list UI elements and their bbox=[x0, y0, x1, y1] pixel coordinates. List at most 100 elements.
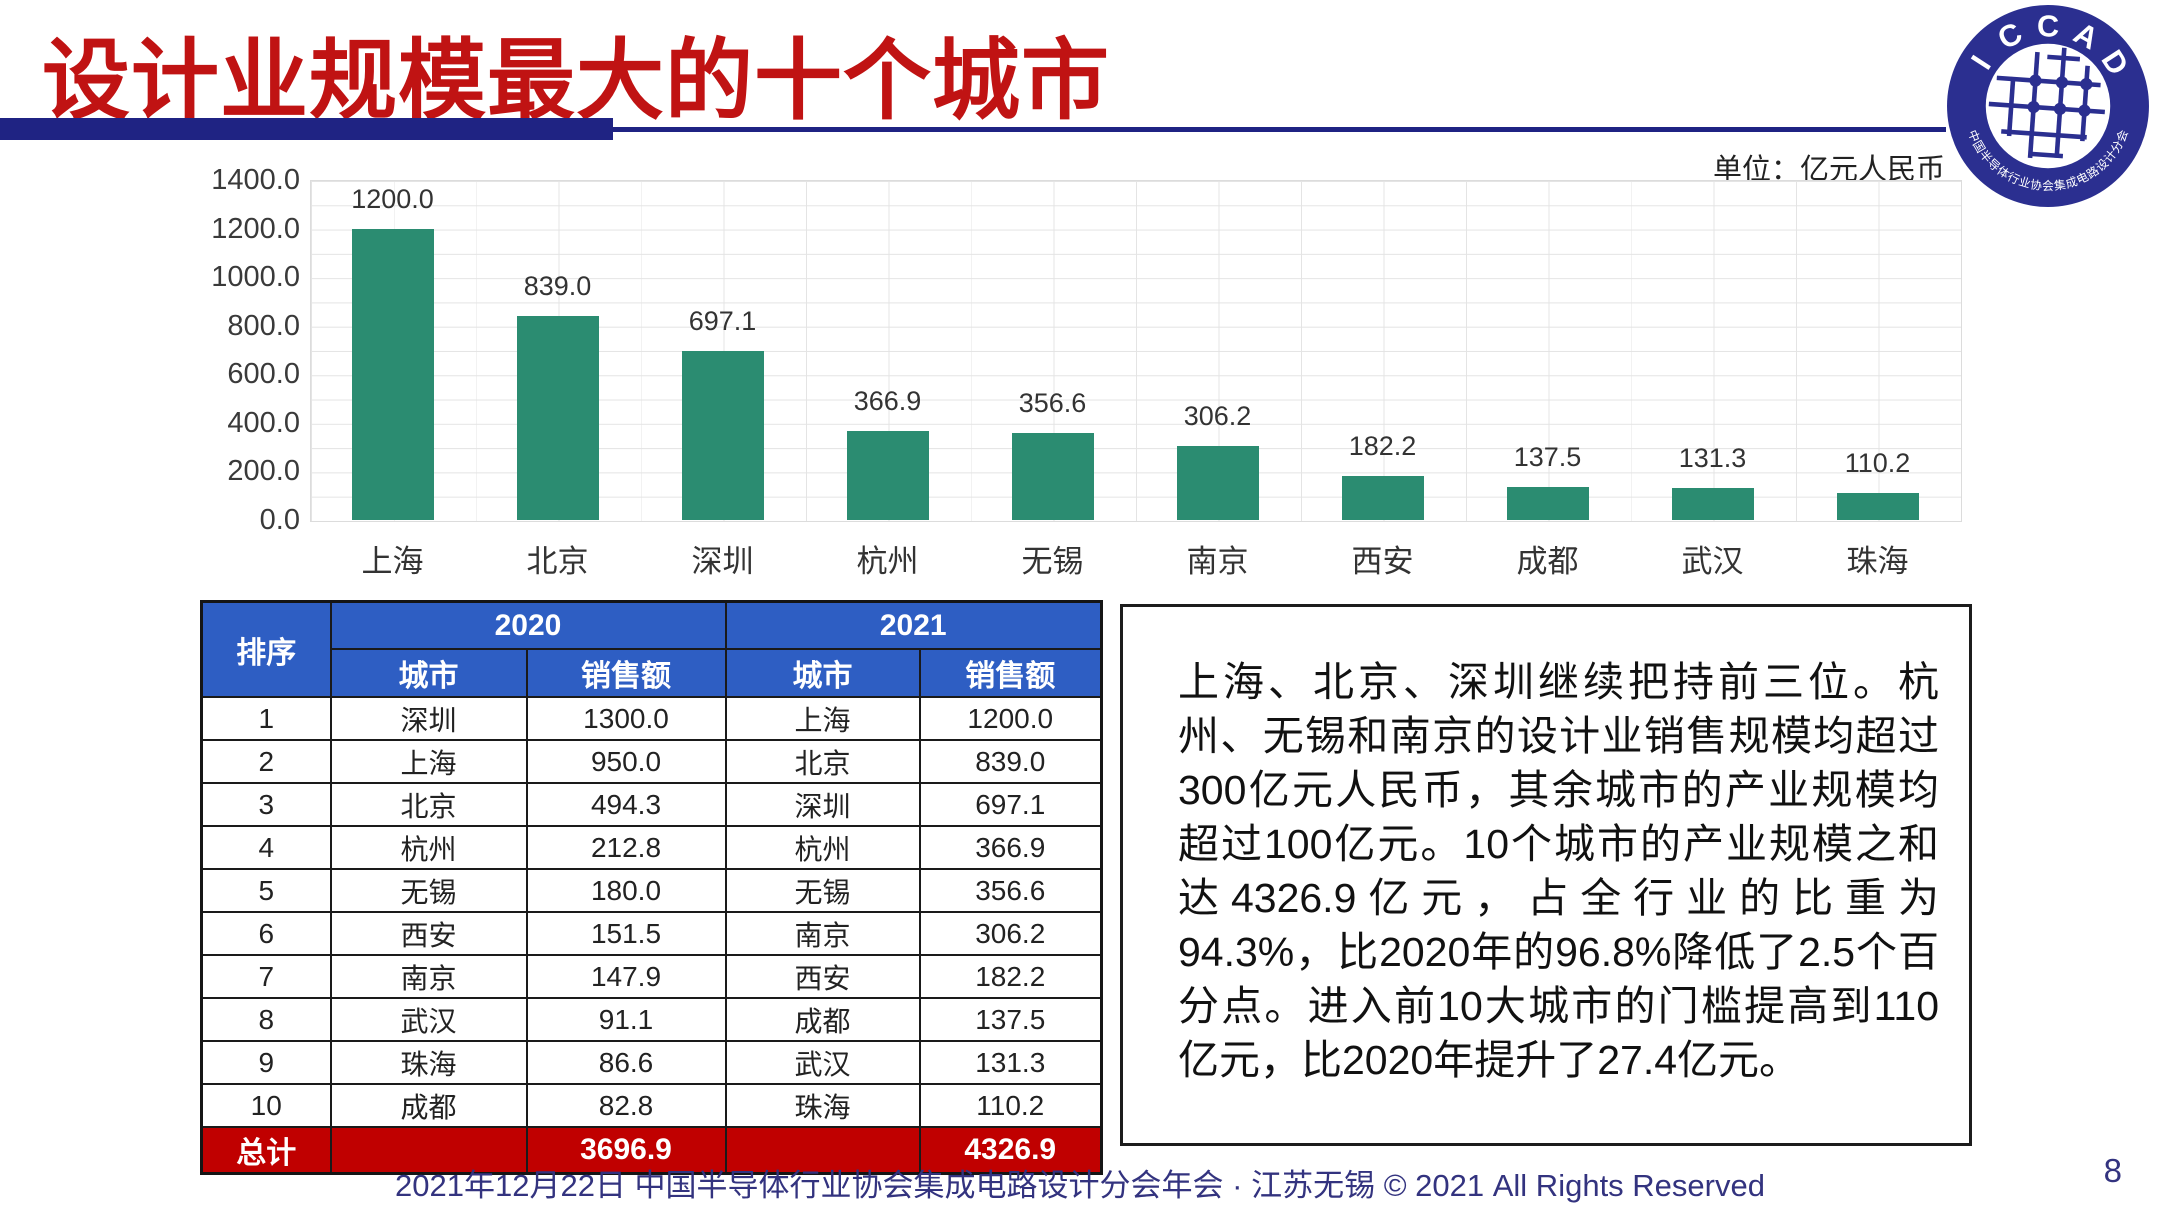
table-cell: 珠海 bbox=[329, 1040, 528, 1085]
table-cell: 1200.0 bbox=[918, 696, 1103, 741]
table-cell: 366.9 bbox=[918, 825, 1103, 870]
bar-上海 bbox=[351, 228, 434, 520]
table-cell: 306.2 bbox=[918, 911, 1103, 956]
table-cell: 无锡 bbox=[329, 868, 528, 913]
table-cell bbox=[329, 1126, 528, 1175]
table-row: 6 西安 151.5 南京 306.2 bbox=[200, 911, 1103, 956]
table-cell: 4 bbox=[200, 825, 332, 870]
svg-text:中: 中 bbox=[1965, 128, 1982, 144]
table-cell: 2 bbox=[200, 739, 332, 784]
table-cell: 110.2 bbox=[918, 1083, 1103, 1128]
bar-value-label: 306.2 bbox=[1183, 400, 1252, 431]
bar-珠海 bbox=[1836, 493, 1919, 520]
title-divider-line bbox=[0, 127, 1946, 132]
y-axis-tick: 0.0 bbox=[259, 504, 300, 536]
ranking-table: 排序 2020 2021 城市 销售额 城市 销售额 1 深圳 1300.0 上海 12… bbox=[200, 600, 1103, 1175]
col-header-city-2020: 城市 bbox=[329, 648, 528, 698]
svg-text:会: 会 bbox=[2114, 128, 2131, 144]
table-cell: 杭州 bbox=[329, 825, 528, 870]
analysis-box: 上海、北京、深圳继续把持前三位。杭州、无锡和南京的设计业销售规模均超过300亿元… bbox=[1120, 604, 1972, 1146]
logo-bottom-arc-text: 中国半导体行业协会集成电路设计分会 bbox=[1965, 128, 2131, 193]
table-cell: 1 bbox=[200, 696, 332, 741]
bar-group-杭州: 366.9 bbox=[805, 180, 970, 520]
logo-ic-grid-dots bbox=[2027, 74, 2093, 117]
table-cell: 180.0 bbox=[525, 868, 727, 913]
x-axis-label-上海: 上海 bbox=[361, 544, 424, 579]
table-cell: 总计 bbox=[200, 1126, 332, 1175]
table-cell: 3696.9 bbox=[525, 1126, 727, 1175]
x-axis-label-武汉: 武汉 bbox=[1681, 544, 1744, 579]
bar-北京 bbox=[516, 316, 599, 520]
table-row: 1 深圳 1300.0 上海 1200.0 bbox=[200, 696, 1103, 741]
col-header-city-2021: 城市 bbox=[724, 648, 921, 698]
table-cell: 137.5 bbox=[918, 997, 1103, 1042]
table-cell: 北京 bbox=[329, 782, 528, 827]
svg-text:集: 集 bbox=[2053, 177, 2067, 193]
table-cell: 上海 bbox=[329, 739, 528, 784]
footer-text: 2021年12月22日 中国半导体行业协会集成电路设计分会年会 · 江苏无锡 ©… bbox=[395, 1168, 1765, 1203]
table-cell: 无锡 bbox=[724, 868, 921, 913]
bar-group-北京: 839.0 bbox=[475, 180, 640, 520]
svg-text:电: 电 bbox=[2075, 170, 2091, 187]
table-cell: 5 bbox=[200, 868, 332, 913]
table-cell: 武汉 bbox=[329, 997, 528, 1042]
bar-chart-bars: 1200.0 839.0 697.1 366.9 356.6 306.2 182.2 137.… bbox=[310, 180, 1960, 520]
bar-group-无锡: 356.6 bbox=[970, 180, 1135, 520]
table-cell: 深圳 bbox=[329, 696, 528, 741]
x-axis-label-杭州: 杭州 bbox=[856, 544, 919, 579]
table-cell: 6 bbox=[200, 911, 332, 956]
table-cell: 3 bbox=[200, 782, 332, 827]
table-row: 9 珠海 86.6 武汉 131.3 bbox=[200, 1040, 1103, 1085]
table-cell: 131.3 bbox=[918, 1040, 1103, 1085]
table-cell: 深圳 bbox=[724, 782, 921, 827]
bar-group-珠海: 110.2 bbox=[1795, 180, 1960, 520]
table-cell: 7 bbox=[200, 954, 332, 999]
table-cell: 182.2 bbox=[918, 954, 1103, 999]
col-header-sales-2021: 销售额 bbox=[918, 648, 1103, 698]
table-cell: 8 bbox=[200, 997, 332, 1042]
table-cell: 151.5 bbox=[525, 911, 727, 956]
svg-text:C: C bbox=[2037, 9, 2059, 43]
x-axis-label-无锡: 无锡 bbox=[1021, 544, 1084, 579]
slide-title: 设计业规模最大的十个城市 bbox=[42, 31, 1111, 130]
y-axis-tick: 1400.0 bbox=[211, 164, 300, 196]
bar-group-成都: 137.5 bbox=[1465, 180, 1630, 520]
col-header-2021: 2021 bbox=[724, 600, 1103, 650]
svg-text:行: 行 bbox=[2005, 170, 2021, 187]
svg-text:协: 协 bbox=[2029, 177, 2043, 193]
bar-深圳 bbox=[681, 350, 764, 520]
x-axis-label-珠海: 珠海 bbox=[1846, 544, 1909, 579]
bar-value-label: 131.3 bbox=[1678, 443, 1747, 474]
bar-武汉 bbox=[1671, 488, 1754, 520]
table-cell: 356.6 bbox=[918, 868, 1103, 913]
table-cell: 839.0 bbox=[918, 739, 1103, 784]
table-cell: 西安 bbox=[329, 911, 528, 956]
col-header-sales-2020: 销售额 bbox=[525, 648, 727, 698]
bar-value-label: 839.0 bbox=[523, 271, 592, 302]
page-number: 8 bbox=[2103, 1152, 2122, 1189]
table-cell: 武汉 bbox=[724, 1040, 921, 1085]
table-cell: 成都 bbox=[724, 997, 921, 1042]
table-cell: 杭州 bbox=[724, 825, 921, 870]
x-axis-label-南京: 南京 bbox=[1186, 544, 1249, 579]
bar-无锡 bbox=[1011, 433, 1094, 520]
table-cell: 82.8 bbox=[525, 1083, 727, 1128]
y-axis-tick: 800.0 bbox=[227, 309, 300, 342]
table-cell: 212.8 bbox=[525, 825, 727, 870]
col-header-2020: 2020 bbox=[329, 600, 727, 650]
x-axis-label-西安: 西安 bbox=[1351, 544, 1414, 579]
svg-text:业: 业 bbox=[2017, 175, 2032, 191]
table-cell bbox=[724, 1126, 921, 1175]
col-header-rank: 排序 bbox=[200, 600, 332, 698]
bar-group-南京: 306.2 bbox=[1135, 180, 1300, 520]
svg-text:会: 会 bbox=[2042, 180, 2054, 193]
y-axis-tick: 1200.0 bbox=[211, 212, 300, 245]
svg-text:成: 成 bbox=[2064, 175, 2079, 191]
table-cell: 10 bbox=[200, 1083, 332, 1128]
svg-text:国: 国 bbox=[1970, 139, 1987, 156]
table-row: 3 北京 494.3 深圳 697.1 bbox=[200, 782, 1103, 827]
bar-value-label: 366.9 bbox=[853, 385, 922, 416]
x-axis-label-北京: 北京 bbox=[526, 544, 589, 579]
table-cell: 494.3 bbox=[525, 782, 727, 827]
table-cell: 珠海 bbox=[724, 1083, 921, 1128]
